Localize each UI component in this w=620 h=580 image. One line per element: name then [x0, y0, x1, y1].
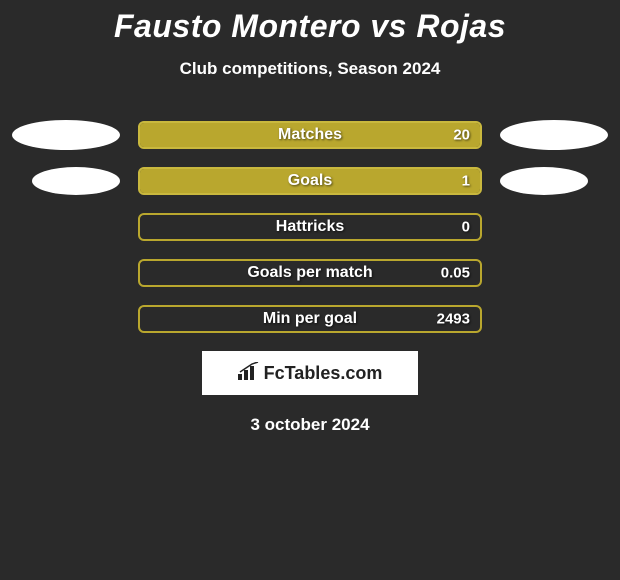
- logo-box: FcTables.com: [202, 351, 418, 395]
- stat-row: Matches 20: [0, 121, 620, 149]
- left-avatar-placeholder: [32, 167, 120, 195]
- right-avatar-placeholder: [500, 120, 608, 150]
- stat-row: Goals per match 0.05: [0, 259, 620, 287]
- comparison-table: Matches 20 Goals 1 Hattricks 0: [0, 121, 620, 333]
- page-title: Fausto Montero vs Rojas: [0, 8, 620, 45]
- stat-bar: Min per goal 2493: [138, 305, 482, 333]
- stat-label: Min per goal: [263, 310, 357, 328]
- stat-bar: Goals 1: [138, 167, 482, 195]
- stat-value: 0: [462, 219, 470, 236]
- stat-label: Goals: [288, 172, 332, 190]
- subtitle: Club competitions, Season 2024: [0, 59, 620, 79]
- logo-text: FcTables.com: [264, 363, 383, 384]
- stat-bar: Hattricks 0: [138, 213, 482, 241]
- chart-icon: [238, 362, 260, 385]
- stat-label: Matches: [278, 126, 342, 144]
- stat-bar: Goals per match 0.05: [138, 259, 482, 287]
- stat-value: 20: [453, 127, 470, 144]
- stat-value: 0.05: [441, 265, 470, 282]
- stat-bar: Matches 20: [138, 121, 482, 149]
- stat-row: Min per goal 2493: [0, 305, 620, 333]
- date-label: 3 october 2024: [0, 415, 620, 435]
- stat-value: 1: [462, 173, 470, 190]
- right-avatar-placeholder: [500, 167, 588, 195]
- stat-row: Hattricks 0: [0, 213, 620, 241]
- stat-label: Hattricks: [276, 218, 344, 236]
- stat-value: 2493: [437, 311, 470, 328]
- stat-row: Goals 1: [0, 167, 620, 195]
- left-avatar-placeholder: [12, 120, 120, 150]
- infographic-container: Fausto Montero vs Rojas Club competition…: [0, 0, 620, 435]
- stat-label: Goals per match: [247, 264, 372, 282]
